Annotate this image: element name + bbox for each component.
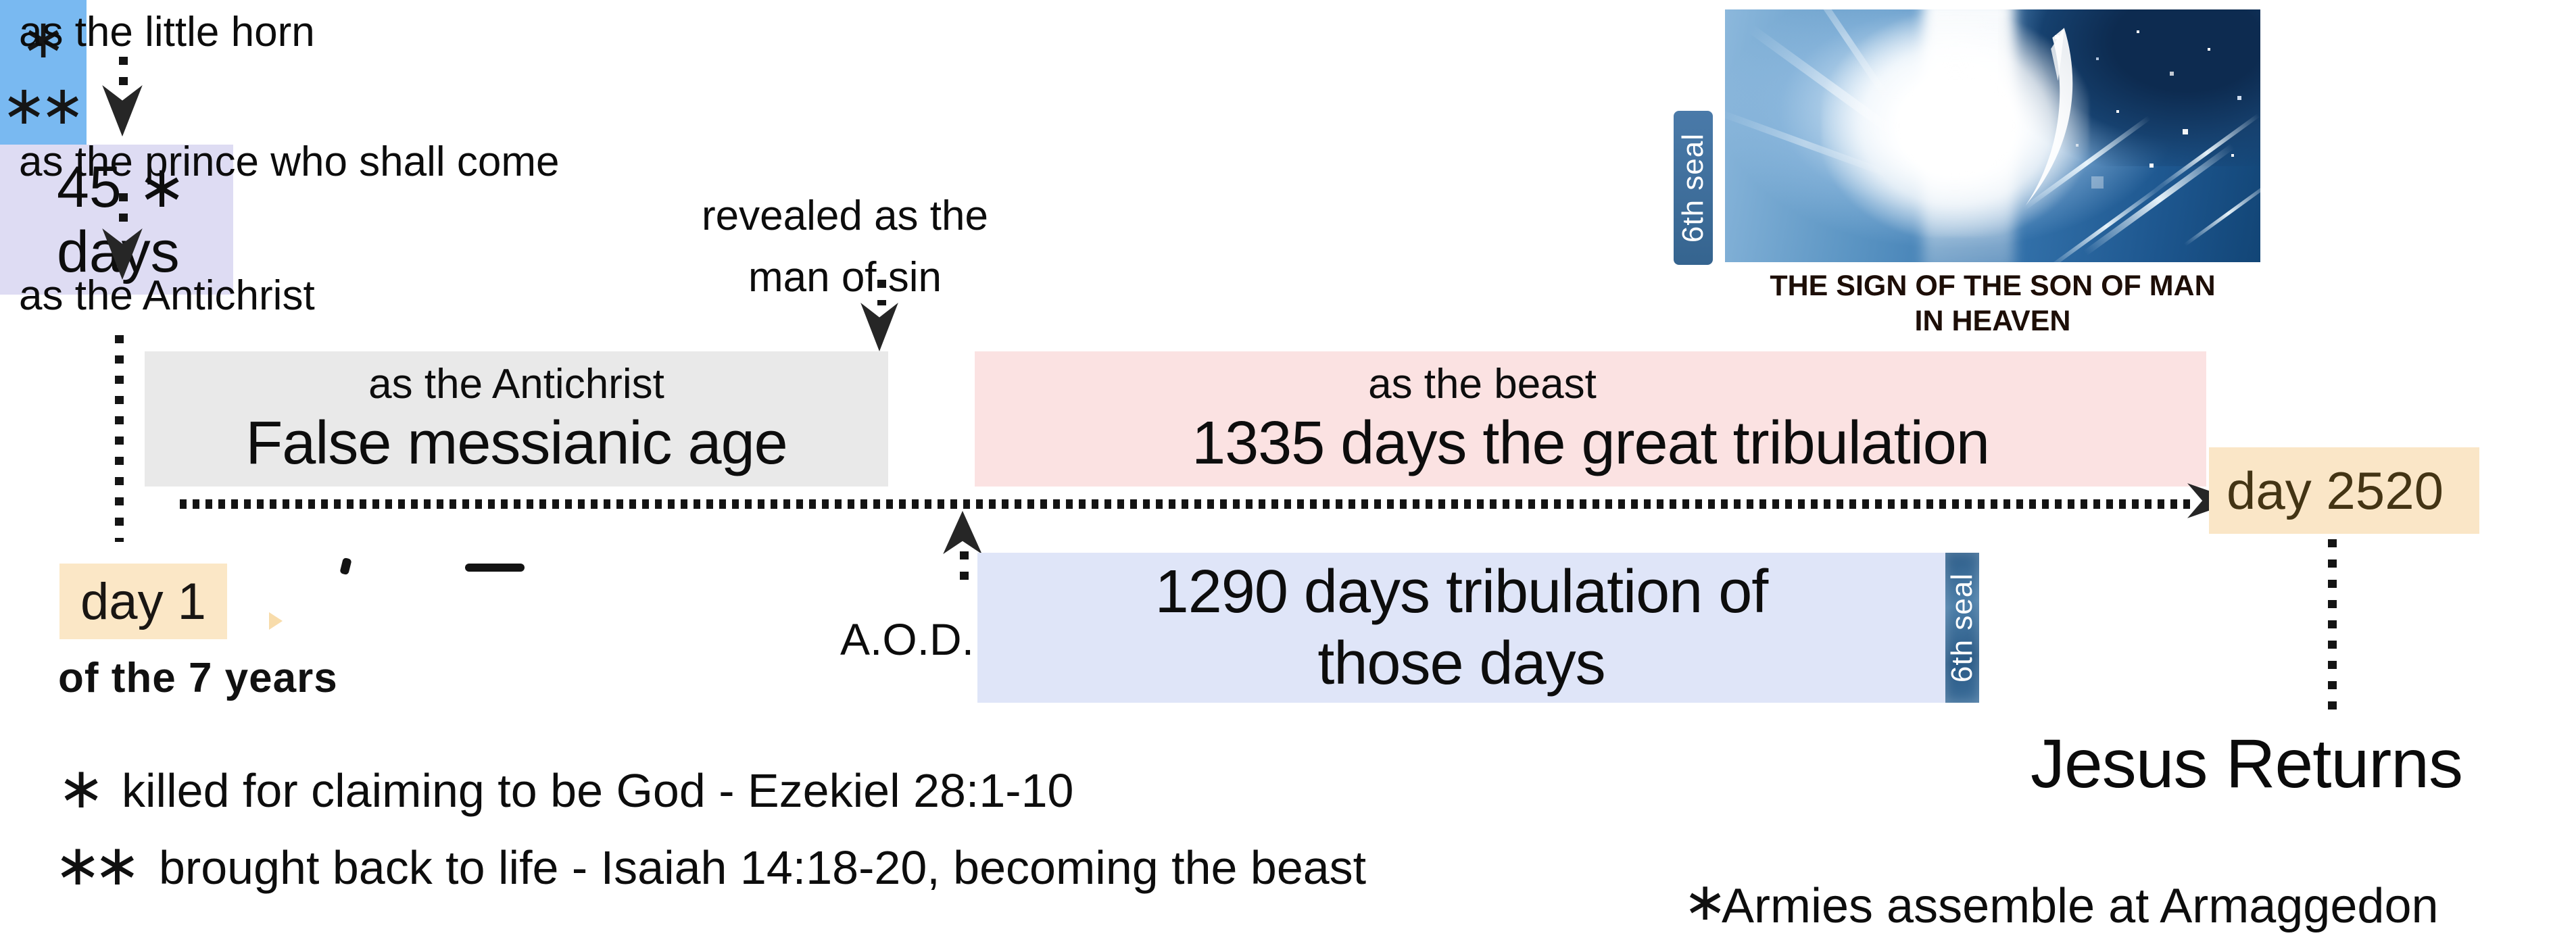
lavender-bar-line1: 1290 days tribulation of — [1155, 557, 1769, 626]
footnote-text: brought back to life - Isaiah 14:18-20, … — [159, 841, 1367, 894]
light-streak — [2184, 180, 2260, 247]
great-tribulation-bar: as the beast 1335 days the great tribula… — [975, 351, 2206, 487]
footnote-star-marker: ∗ — [57, 755, 105, 821]
revealed-note-line1: revealed as the — [702, 193, 988, 239]
smudge-mark — [465, 564, 525, 572]
day-2520-box: day 2520 — [2209, 447, 2479, 534]
image-caption: THE SIGN OF THE SON OF MAN IN HEAVEN — [1725, 269, 2260, 339]
light-burst — [1821, 14, 2089, 237]
smudge-mark — [269, 612, 283, 630]
arrow-down-icon — [860, 303, 898, 351]
sixth-seal-tag-label: 6th seal — [1676, 132, 1709, 243]
false-messianic-age-bar: as the Antichrist False messianic age — [145, 351, 888, 487]
gray-bar-title: False messianic age — [245, 409, 787, 478]
dotted-line — [877, 280, 886, 305]
arrow-down-icon — [102, 85, 143, 136]
revealed-note: revealed as the man of sin — [622, 185, 1068, 308]
arrow-up-icon — [943, 511, 982, 554]
day-2520-label: day 2520 — [2227, 460, 2444, 520]
1290-days-bar: 1290 days tribulation of those days — [977, 553, 1945, 703]
label-little-horn: as the little horn — [19, 9, 315, 55]
label-antichrist: as the Antichrist — [19, 272, 315, 319]
death-resurrection-marker: ∗ ∗∗ — [0, 0, 87, 145]
footnote-text: killed for claiming to be God - Ezekiel … — [122, 764, 1074, 817]
smudge-mark — [339, 557, 352, 576]
lavender-bar-line2: those days — [1317, 630, 1605, 697]
image-caption-line1: THE SIGN OF THE SON OF MAN — [1770, 270, 2216, 302]
timeline-dotted-line — [180, 499, 2191, 509]
day-1-label: day 1 — [80, 572, 206, 630]
footnote-double-star-marker: ∗∗ — [54, 832, 141, 898]
label-prince-who-shall-come: as the prince who shall come — [19, 139, 560, 185]
dotted-line — [115, 335, 124, 542]
dotted-line — [2328, 539, 2337, 722]
gray-bar-subtitle: as the Antichrist — [368, 361, 664, 408]
armies-note-text: Armies assemble at Armaggedon — [1722, 879, 2439, 933]
marker-star: ∗ — [20, 7, 66, 70]
revealed-note-line2: man of sin — [748, 254, 942, 301]
sixth-seal-strip: 6th seal — [1945, 553, 1979, 703]
image-caption-line2: IN HEAVEN — [1914, 304, 2071, 337]
dotted-line — [119, 57, 128, 88]
sixth-seal-tag: 6th seal — [1674, 111, 1713, 265]
pink-bar-subtitle: as the beast — [1368, 361, 1597, 408]
son-of-man-sign-image — [1725, 9, 2260, 262]
dotted-line — [960, 551, 969, 591]
pink-bar-title: 1335 days the great tribulation — [1192, 409, 1990, 478]
scythe-icon — [2026, 27, 2073, 205]
armies-note-marker: ∗ — [1683, 872, 1728, 932]
day-1-box: day 1 — [59, 564, 227, 639]
jesus-returns-label: Jesus Returns — [2031, 725, 2463, 802]
dotted-line — [119, 193, 128, 231]
day-1-sublabel: of the 7 years — [58, 655, 338, 701]
marker-double-star: ∗∗ — [1, 74, 85, 136]
sixth-seal-strip-label: 6th seal — [1945, 572, 1978, 683]
